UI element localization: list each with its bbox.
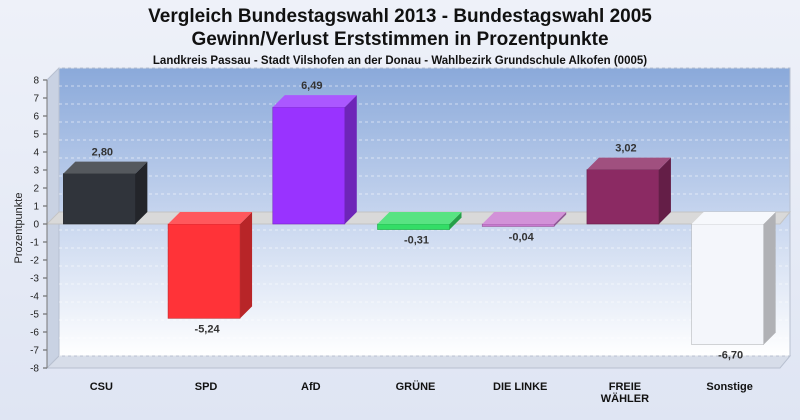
y-tick-label: 4 xyxy=(33,148,39,159)
y-tick-label: -5 xyxy=(30,310,39,321)
bar-front xyxy=(691,223,764,345)
y-tick-label: 3 xyxy=(33,166,39,177)
value-label: 2,80 xyxy=(92,147,113,159)
bar-top xyxy=(168,212,253,224)
bar-freie-wähler: 3,02 xyxy=(586,143,671,225)
bar-grüne: -0,31 xyxy=(377,212,462,247)
bar-front xyxy=(63,173,136,225)
category-label: WÄHLER xyxy=(601,392,649,405)
bar-sonstige: -6,70 xyxy=(691,212,776,362)
bar-side xyxy=(554,212,567,227)
y-tick-label: -8 xyxy=(30,364,39,375)
bar-front xyxy=(481,223,555,227)
value-label: -5,24 xyxy=(195,323,221,335)
y-tick-label: 6 xyxy=(33,112,39,123)
chart-title: Vergleich Bundestagswahl 2013 - Bundesta… xyxy=(148,6,652,27)
plot-floor xyxy=(45,355,792,369)
bars: 2,80 -5,24 6,49 -0,31 -0,04 3,02 -6,70 xyxy=(63,80,776,362)
value-label: -6,70 xyxy=(718,350,743,362)
bar-top xyxy=(586,157,671,170)
y-tick-label: -2 xyxy=(30,256,39,267)
y-tick-label: 8 xyxy=(33,76,39,87)
value-label: 3,02 xyxy=(615,143,636,155)
value-label: 6,49 xyxy=(301,80,322,92)
bar-afd: 6,49 xyxy=(272,80,357,225)
bar-front xyxy=(272,106,346,225)
bar-side xyxy=(240,212,253,319)
bar-side xyxy=(763,212,776,345)
category-label: AfD xyxy=(301,381,321,393)
y-tick-label: -1 xyxy=(30,238,39,249)
y-tick-label: 0 xyxy=(33,220,39,231)
bar-top xyxy=(482,212,567,224)
y-tick-label: 5 xyxy=(33,130,39,141)
y-axis: 8 7 6 5 4 3 2 1 0 -1 -2 -3 -4 -5 -6 -7 -8 xyxy=(30,76,48,375)
category-label: GRÜNE xyxy=(396,380,436,393)
bar-top xyxy=(377,212,462,224)
category-label: FREIE xyxy=(609,381,641,393)
category-label: Sonstige xyxy=(706,381,752,393)
y-axis-label: Prozentpunkte xyxy=(13,193,25,264)
chart-subtitle: Landkreis Passau - Stadt Vilshofen an de… xyxy=(153,55,647,67)
y-tick-label: -4 xyxy=(30,292,39,303)
category-label: SPD xyxy=(195,381,218,393)
bar-side xyxy=(135,161,148,224)
bar-top xyxy=(691,212,776,224)
y-tick-label: -6 xyxy=(30,328,39,339)
bar-side xyxy=(449,212,462,230)
value-label: -0,31 xyxy=(404,235,429,247)
bar-front xyxy=(167,223,241,319)
bar-side xyxy=(658,157,671,224)
y-tick-label: 2 xyxy=(33,184,39,195)
value-label: -0,04 xyxy=(509,232,535,244)
category-label: CSU xyxy=(90,381,113,393)
bar-csu: 2,80 xyxy=(63,147,148,225)
bar-spd: -5,24 xyxy=(167,212,253,335)
bar-die-linke: -0,04 xyxy=(481,212,567,244)
y-tick-label: 7 xyxy=(33,94,39,105)
y-tick-label: -3 xyxy=(30,274,39,285)
bar-top xyxy=(63,161,148,174)
bar-top xyxy=(272,95,357,108)
chart-title-line2: Gewinn/Verlust Erststimmen in Prozentpun… xyxy=(191,29,608,50)
y-tick-label: -7 xyxy=(30,346,39,357)
category-label: DIE LINKE xyxy=(493,381,547,393)
y-tick-label: 1 xyxy=(33,202,39,213)
bar-front xyxy=(377,223,450,230)
bar-front xyxy=(586,169,660,225)
bar-side xyxy=(344,95,357,225)
